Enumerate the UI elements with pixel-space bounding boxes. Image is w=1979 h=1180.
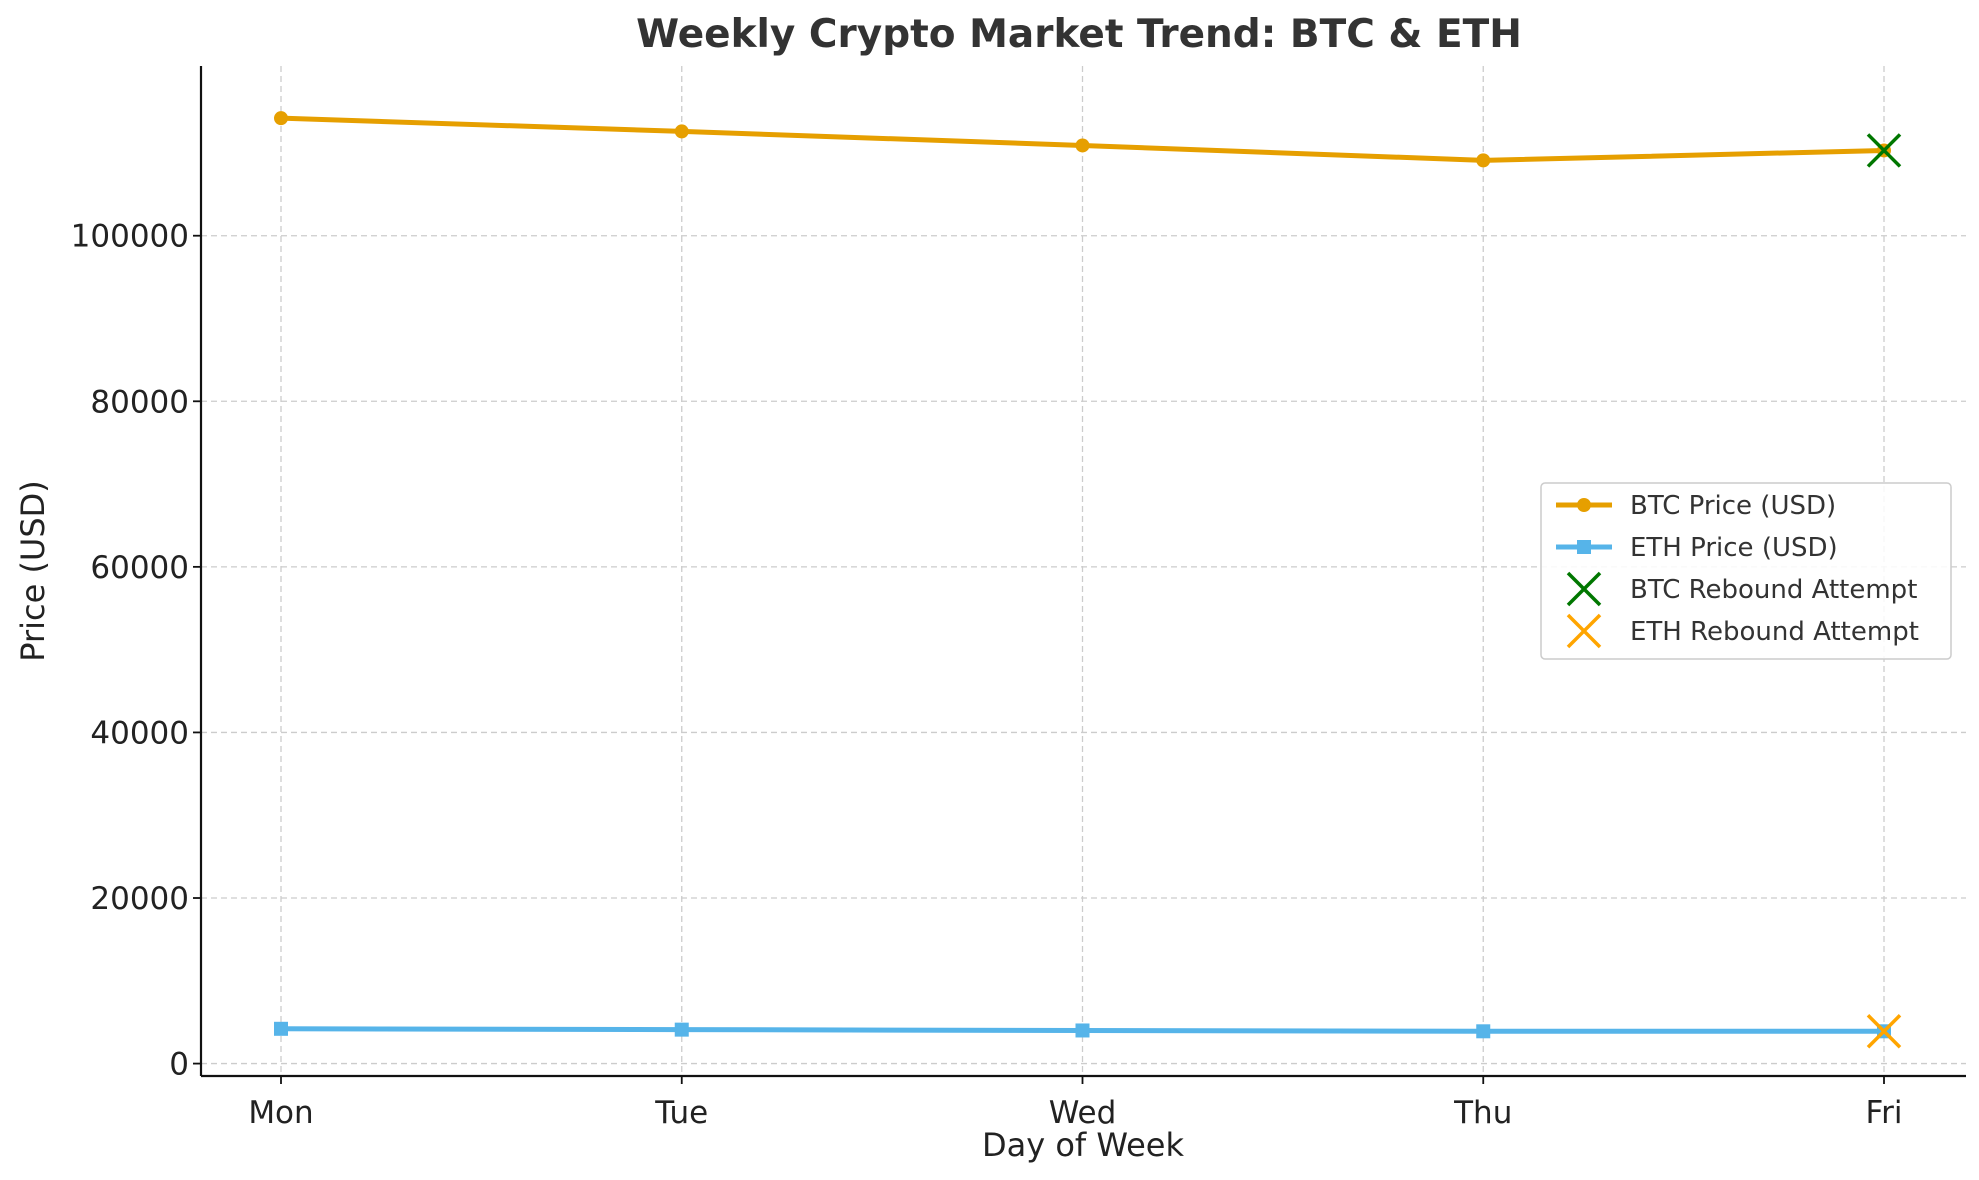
data-point (1075, 1023, 1090, 1038)
annotation-marker-eth (1866, 1014, 1902, 1049)
legend-entry: BTC Rebound Attempt (1566, 571, 1917, 607)
legend: BTC Price (USD) ETH Price (USD) BTC Reboun… (1540, 482, 1952, 660)
x-tick-label: Wed (1049, 1095, 1117, 1131)
legend-label: BTC Rebound Attempt (1630, 575, 1917, 605)
legend-label: ETH Rebound Attempt (1630, 617, 1919, 647)
legend-marker (1577, 540, 1591, 554)
y-tick-label: 0 (169, 1047, 189, 1083)
axes-layer (199, 66, 1966, 1078)
x-tick-label: Mon (248, 1095, 313, 1131)
legend-marker (1566, 571, 1602, 607)
legend-label: ETH Price (USD) (1630, 533, 1838, 563)
data-point (1476, 153, 1491, 168)
data-point (1075, 138, 1090, 153)
legend-marker (1577, 498, 1591, 512)
data-point (674, 1022, 689, 1037)
y-axis-label: Price (USD) (14, 480, 52, 662)
annotation-layer (1866, 133, 1902, 1049)
series-layer (274, 111, 1891, 1039)
x-axis-label: Day of Week (982, 1126, 1185, 1164)
data-point (1476, 1024, 1491, 1039)
grid-layer (201, 66, 1966, 1076)
y-tick-label: 80000 (90, 384, 189, 420)
x-tick-label: Tue (654, 1095, 708, 1131)
data-point (274, 1021, 288, 1036)
annotation-marker-btc (1866, 133, 1902, 168)
legend-entry: ETH Price (USD) (1556, 533, 1838, 563)
ticks-layer: Mon Tue Wed Thu Fri 0 20000 40000 60000 80000 1000… (71, 219, 1903, 1131)
legend-box (1540, 482, 1952, 660)
x-tick-label: Thu (1453, 1095, 1512, 1131)
legend-entry: BTC Price (USD) (1556, 491, 1836, 521)
legend-marker (1566, 613, 1602, 649)
legend-entry: ETH Rebound Attempt (1566, 613, 1919, 649)
y-tick-label: 100000 (71, 219, 189, 255)
y-tick-label: 60000 (90, 550, 189, 586)
data-point (274, 111, 288, 126)
chart-title: Weekly Crypto Market Trend: BTC & ETH (636, 12, 1522, 57)
y-tick-label: 40000 (90, 715, 189, 751)
legend-label: BTC Price (USD) (1630, 491, 1836, 521)
y-tick-label: 20000 (90, 881, 189, 917)
data-point (674, 124, 689, 139)
x-tick-label: Fri (1866, 1095, 1903, 1131)
